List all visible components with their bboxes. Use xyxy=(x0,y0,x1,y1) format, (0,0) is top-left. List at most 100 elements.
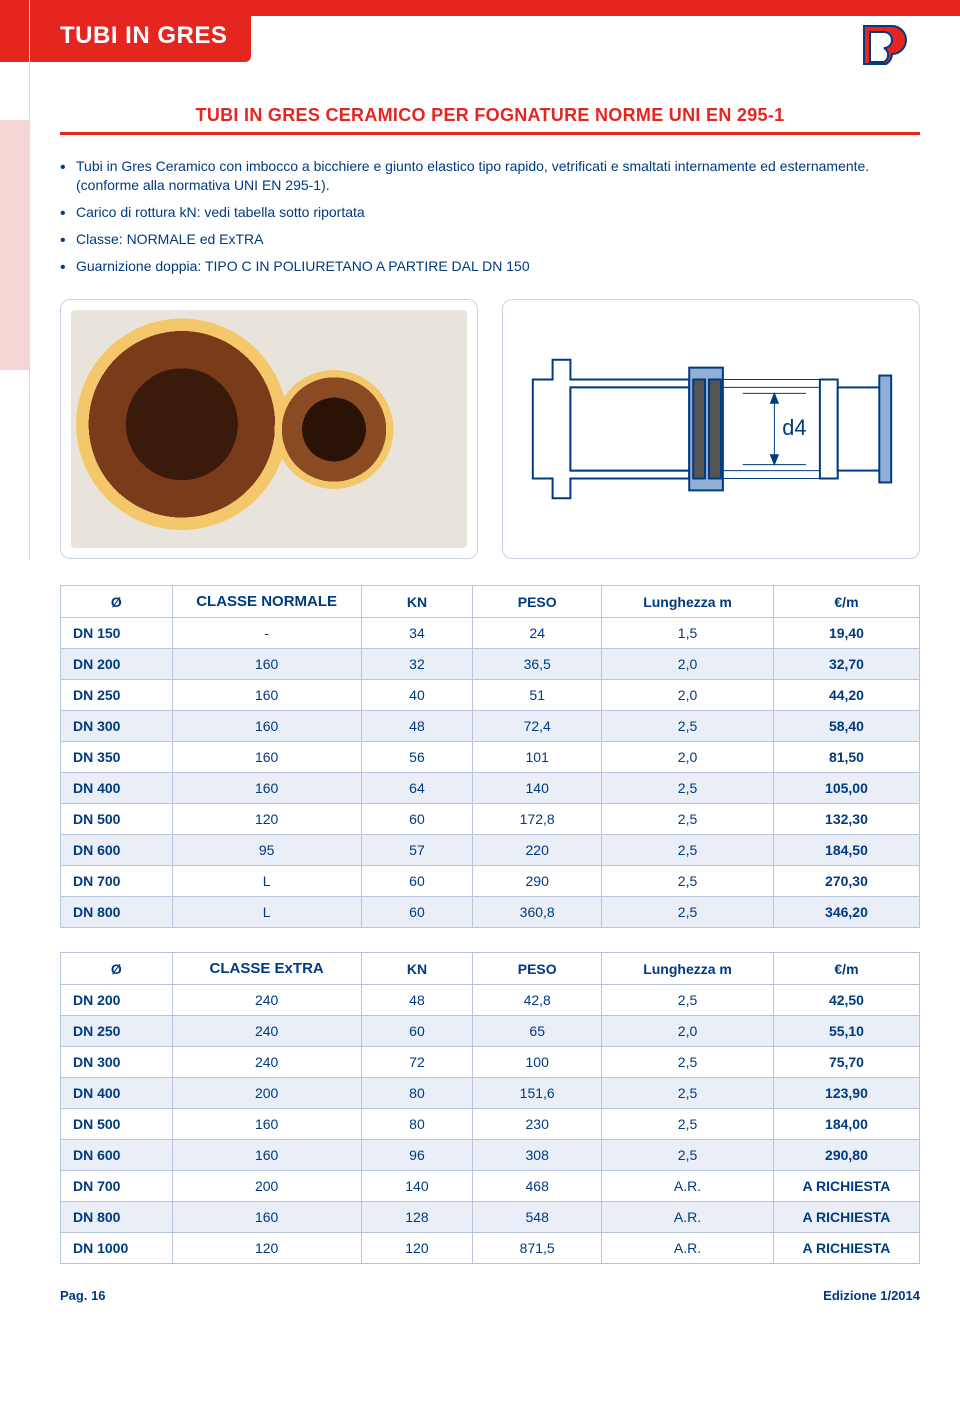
table-cell: 60 xyxy=(361,897,473,928)
col-header: CLASSE NORMALE xyxy=(172,586,361,618)
col-header: €/m xyxy=(773,586,919,618)
table-cell: 56 xyxy=(361,742,473,773)
table-cell: 95 xyxy=(172,835,361,866)
table-cell: DN 200 xyxy=(61,649,173,680)
table-cell: 58,40 xyxy=(773,711,919,742)
col-header: Ø xyxy=(61,953,173,985)
table-cell: - xyxy=(172,618,361,649)
table-cell: 2,5 xyxy=(602,711,774,742)
table-row: DN 1000120120871,5A.R.A RICHIESTA xyxy=(61,1233,920,1264)
table-cell: A RICHIESTA xyxy=(773,1202,919,1233)
table-cell: 240 xyxy=(172,1047,361,1078)
table-row: DN 40020080151,62,5123,90 xyxy=(61,1078,920,1109)
table-cell: 346,20 xyxy=(773,897,919,928)
table-cell: 2,5 xyxy=(602,897,774,928)
table-cell: 44,20 xyxy=(773,680,919,711)
table-cell: 2,5 xyxy=(602,866,774,897)
table-cell: 105,00 xyxy=(773,773,919,804)
table-row: DN 150-34241,519,40 xyxy=(61,618,920,649)
table-cell: 120 xyxy=(172,804,361,835)
table-cell: 120 xyxy=(361,1233,473,1264)
table-cell: 80 xyxy=(361,1078,473,1109)
col-header: Lunghezza m xyxy=(602,586,774,618)
table-cell: 270,30 xyxy=(773,866,919,897)
col-header: KN xyxy=(361,586,473,618)
table-cell: DN 600 xyxy=(61,1140,173,1171)
table-classe-extra: Ø CLASSE ExTRA KN PESO Lunghezza m €/m D… xyxy=(60,952,920,1264)
table-cell: 2,5 xyxy=(602,773,774,804)
col-header: Lunghezza m xyxy=(602,953,774,985)
table-cell: 160 xyxy=(172,711,361,742)
table-row: DN 50012060172,82,5132,30 xyxy=(61,804,920,835)
table-cell: DN 350 xyxy=(61,742,173,773)
table-cell: 40 xyxy=(361,680,473,711)
table-cell: 72,4 xyxy=(473,711,602,742)
table-cell: 548 xyxy=(473,1202,602,1233)
table-cell: DN 700 xyxy=(61,1171,173,1202)
table-cell: 240 xyxy=(172,985,361,1016)
table-cell: 57 xyxy=(361,835,473,866)
table-cell: A RICHIESTA xyxy=(773,1233,919,1264)
table-cell: 72 xyxy=(361,1047,473,1078)
table-cell: 64 xyxy=(361,773,473,804)
table-cell: 172,8 xyxy=(473,804,602,835)
table-cell: 160 xyxy=(172,649,361,680)
table-cell: DN 300 xyxy=(61,1047,173,1078)
table-body-normale: DN 150-34241,519,40DN 2001603236,52,032,… xyxy=(61,618,920,928)
table-cell: DN 500 xyxy=(61,1109,173,1140)
table-cell: DN 200 xyxy=(61,985,173,1016)
table-cell: 60 xyxy=(361,866,473,897)
bullet-item: Tubi in Gres Ceramico con imbocco a bicc… xyxy=(60,153,920,199)
table-cell: 101 xyxy=(473,742,602,773)
table-cell: 19,40 xyxy=(773,618,919,649)
table-row: DN 700200140468A.R.A RICHIESTA xyxy=(61,1171,920,1202)
table-cell: 2,5 xyxy=(602,804,774,835)
table-cell: 24 xyxy=(473,618,602,649)
table-cell: DN 800 xyxy=(61,897,173,928)
table-cell: 120 xyxy=(172,1233,361,1264)
table-cell: 42,50 xyxy=(773,985,919,1016)
table-cell: 48 xyxy=(361,985,473,1016)
table-row: DN 800L60360,82,5346,20 xyxy=(61,897,920,928)
table-cell: 2,5 xyxy=(602,835,774,866)
table-cell: A.R. xyxy=(602,1171,774,1202)
table-cell: 80 xyxy=(361,1109,473,1140)
table-cell: 160 xyxy=(172,1109,361,1140)
table-cell: 123,90 xyxy=(773,1078,919,1109)
table-cell: 160 xyxy=(172,742,361,773)
table-cell: 48 xyxy=(361,711,473,742)
table-row: DN 2001603236,52,032,70 xyxy=(61,649,920,680)
table-cell: 140 xyxy=(361,1171,473,1202)
table-cell: 2,0 xyxy=(602,1016,774,1047)
table-cell: 2,5 xyxy=(602,1078,774,1109)
table-row: DN 25016040512,044,20 xyxy=(61,680,920,711)
table-cell: 75,70 xyxy=(773,1047,919,1078)
col-header: PESO xyxy=(473,953,602,985)
table-cell: 2,5 xyxy=(602,1047,774,1078)
table-cell: 2,0 xyxy=(602,649,774,680)
table-cell: 160 xyxy=(172,680,361,711)
table-cell: 42,8 xyxy=(473,985,602,1016)
table-cell: DN 250 xyxy=(61,680,173,711)
table-row: DN 400160641402,5105,00 xyxy=(61,773,920,804)
table-cell: 200 xyxy=(172,1171,361,1202)
table-cell: 290,80 xyxy=(773,1140,919,1171)
table-cell: 34 xyxy=(361,618,473,649)
table-cell: A RICHIESTA xyxy=(773,1171,919,1202)
table-cell: 51 xyxy=(473,680,602,711)
col-header: €/m xyxy=(773,953,919,985)
table-cell: 65 xyxy=(473,1016,602,1047)
left-margin-stripe xyxy=(0,0,30,560)
table-row: DN 350160561012,081,50 xyxy=(61,742,920,773)
table-cell: 220 xyxy=(473,835,602,866)
table-cell: 81,50 xyxy=(773,742,919,773)
table-cell: L xyxy=(172,897,361,928)
bullet-item: Guarnizione doppia: TIPO C IN POLIURETAN… xyxy=(60,253,920,280)
table-cell: 160 xyxy=(172,1202,361,1233)
table-cell: 1,5 xyxy=(602,618,774,649)
col-header: CLASSE ExTRA xyxy=(172,953,361,985)
table-row: DN 800160128548A.R.A RICHIESTA xyxy=(61,1202,920,1233)
table-cell: 32 xyxy=(361,649,473,680)
table-cell: 128 xyxy=(361,1202,473,1233)
table-cell: 151,6 xyxy=(473,1078,602,1109)
